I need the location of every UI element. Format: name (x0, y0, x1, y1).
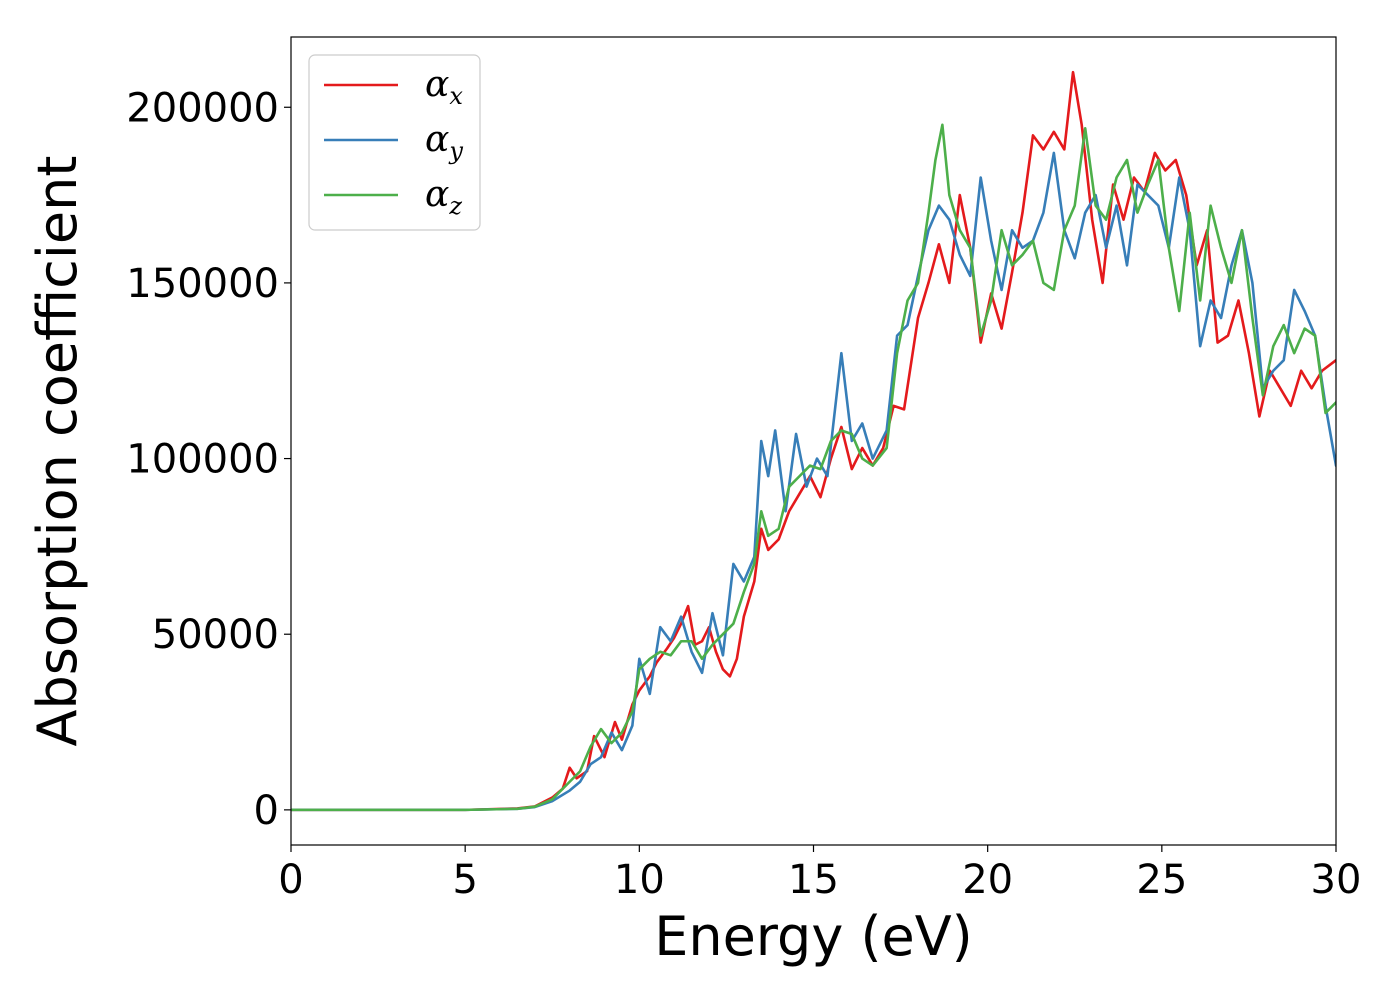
legend-label-alpha-z: αz (425, 174, 462, 220)
legend-box (308, 54, 481, 231)
x-tick-label: 20 (962, 857, 1013, 903)
legend-label-alpha-x: αx (425, 64, 463, 110)
y-tick-label: 50000 (152, 612, 279, 658)
legend-label-alpha-y: αy (425, 119, 463, 165)
x-tick-label: 25 (1136, 857, 1187, 903)
y-tick-label: 150000 (126, 261, 279, 307)
x-axis-title: Energy (eV) (654, 905, 973, 968)
x-tick-label: 30 (1311, 857, 1362, 903)
x-tick-label: 15 (788, 857, 839, 903)
series-layer (291, 70, 1336, 812)
x-tick-label: 5 (452, 857, 477, 903)
x-tick-label: 0 (278, 857, 303, 903)
y-axis-title: Absorption coefficient (26, 156, 89, 747)
y-tick-label: 100000 (126, 437, 279, 483)
series-line-alpha-z (291, 123, 1336, 812)
y-tick-label: 0 (254, 788, 279, 834)
x-tick-label: 10 (614, 857, 665, 903)
y-tick-label: 200000 (126, 85, 279, 131)
axes-layer: 0 5 10 15 20 25 30 0 50000 100000 150000 200000 (126, 36, 1362, 903)
legend: αx αy αz (308, 54, 481, 231)
